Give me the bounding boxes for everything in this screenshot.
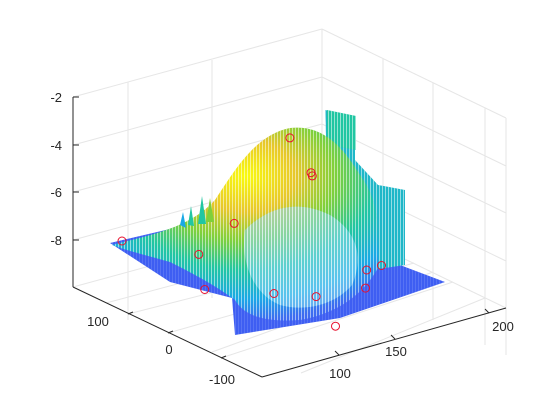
x-axis-line (261, 307, 507, 378)
x-tick-label: 100 (329, 366, 351, 381)
surface-inner-dome-mesh (244, 206, 358, 308)
data-point-marker (311, 292, 321, 302)
data-point-marker (269, 289, 279, 298)
z-tick-label: -6 (50, 185, 62, 200)
z-tick-label: -4 (50, 138, 62, 153)
data-point-marker (117, 236, 127, 246)
data-point-marker (307, 171, 317, 181)
y-axis-line (72, 286, 263, 378)
marker-series (117, 133, 386, 331)
data-point-marker (331, 321, 340, 331)
y-tick-label: 100 (87, 314, 109, 329)
data-point-marker (200, 285, 210, 294)
data-point-marker (229, 218, 239, 228)
data-point-marker (362, 265, 372, 275)
z-tick-label: -2 (50, 90, 62, 105)
data-point-marker (285, 133, 295, 143)
data-point-marker (361, 283, 370, 293)
x-tick-label: 200 (492, 319, 514, 334)
z-tick-label: -8 (50, 233, 62, 248)
surface-spikes (180, 196, 214, 228)
y-tick-label: 0 (165, 342, 172, 357)
x-tick-label: 150 (385, 344, 407, 359)
tick-group (73, 96, 490, 359)
data-point-marker (194, 249, 204, 259)
data-point-marker (377, 261, 386, 270)
grid-back-left (72, 28, 323, 320)
y-tick-label: -100 (209, 372, 235, 387)
surface-block-mesh (327, 110, 356, 150)
